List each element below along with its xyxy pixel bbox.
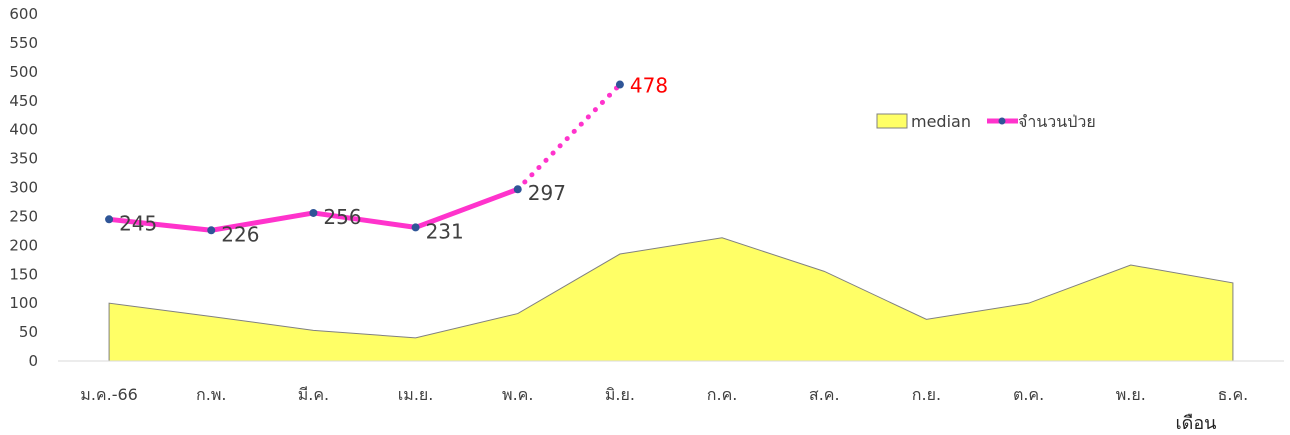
median-area — [108, 237, 1234, 362]
x-tick-label: มี.ค. — [298, 385, 329, 404]
x-tick-label: ก.พ. — [196, 385, 226, 404]
patients-point — [309, 208, 318, 217]
y-tick-label: 50 — [19, 323, 38, 341]
patients-data-label: 256 — [323, 205, 361, 229]
patients-point — [207, 226, 216, 235]
median-area-layer — [108, 237, 1234, 362]
y-axis-ticks: 0 50 100 150 200 250 300 350 400 450 500 550 600 — [9, 5, 38, 370]
legend-patients-label: จำนวนป่วย — [1018, 112, 1096, 131]
x-tick-label: ธ.ค. — [1218, 385, 1249, 404]
patients-point — [513, 185, 522, 194]
patients-data-label: 478 — [630, 74, 668, 98]
x-tick-label: ก.ย. — [912, 385, 941, 404]
x-tick-label: ก.ค. — [707, 385, 738, 404]
y-tick-label: 100 — [9, 294, 38, 312]
legend-median-swatch — [876, 113, 908, 129]
x-tick-label: เม.ย. — [398, 385, 434, 404]
x-tick-label: พ.ค. — [502, 385, 533, 404]
y-tick-label: 400 — [9, 121, 38, 139]
x-tick-label: มิ.ย. — [605, 385, 635, 404]
patients-point — [411, 223, 420, 232]
y-tick-label: 0 — [28, 352, 38, 370]
legend: median จำนวนป่วย — [876, 112, 1096, 131]
patients-line-layer — [106, 82, 623, 233]
legend-patients-marker — [998, 117, 1006, 125]
patients-point — [615, 80, 624, 89]
y-tick-label: 500 — [9, 63, 38, 81]
patients-data-labels: 245 226 256 231 297 478 — [119, 74, 668, 247]
patients-line-dotted — [515, 82, 623, 192]
y-tick-label: 600 — [9, 5, 38, 23]
x-tick-label: ม.ค.-66 — [80, 385, 138, 404]
y-tick-label: 250 — [9, 207, 38, 225]
patients-data-label: 245 — [119, 211, 157, 235]
patients-data-label: 226 — [221, 222, 259, 246]
x-tick-label: พ.ย. — [1116, 385, 1146, 404]
y-tick-label: 350 — [9, 150, 38, 168]
x-tick-label: ส.ค. — [809, 385, 840, 404]
y-tick-label: 200 — [9, 236, 38, 254]
legend-median-label: median — [911, 112, 971, 131]
y-tick-label: 550 — [9, 34, 38, 52]
patients-data-label: 297 — [528, 181, 566, 205]
y-tick-label: 450 — [9, 92, 38, 110]
x-axis-ticks: ม.ค.-66 ก.พ. มี.ค. เม.ย. พ.ค. มิ.ย. ก.ค. ส.ค. ก.… — [80, 385, 1248, 404]
y-tick-label: 150 — [9, 265, 38, 283]
y-tick-label: 300 — [9, 179, 38, 197]
patients-data-label: 231 — [426, 219, 464, 243]
x-tick-label: ต.ค. — [1013, 385, 1044, 404]
patients-points-layer — [105, 80, 624, 235]
patients-point — [105, 215, 114, 224]
x-axis-title: เดือน — [1176, 413, 1217, 434]
